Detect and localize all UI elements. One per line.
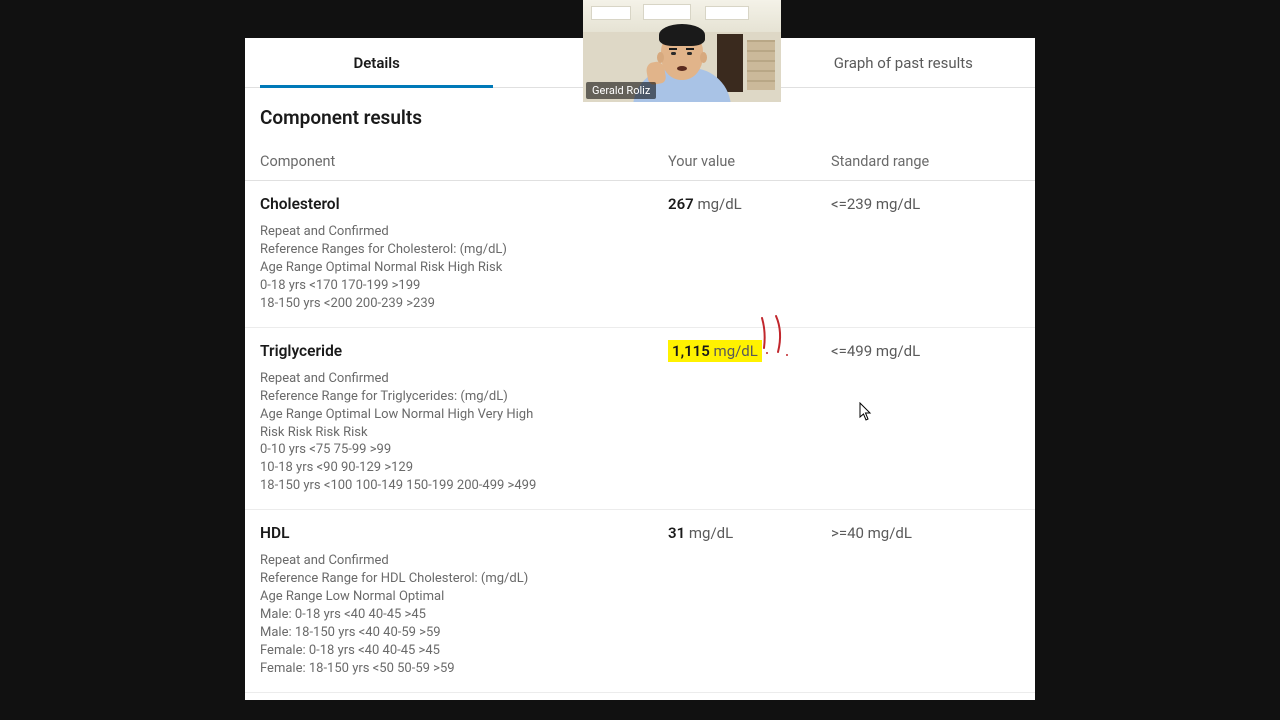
video-person-brow bbox=[686, 48, 694, 50]
note-line: 0-18 yrs <170 170-199 >199 bbox=[260, 277, 1020, 295]
value-number: 31 bbox=[668, 524, 685, 542]
note-line: Risk Risk Risk Risk bbox=[260, 424, 1020, 442]
note-line: Age Range Optimal Low Normal High Very H… bbox=[260, 406, 1020, 424]
note-line: 18-150 yrs <200 200-239 >239 bbox=[260, 295, 1020, 313]
video-bg-shelf bbox=[747, 40, 775, 90]
note-line: Repeat and Confirmed bbox=[260, 223, 1020, 241]
note-line: 10-18 yrs <90 90-129 >129 bbox=[260, 459, 1020, 477]
col-header-value: Your value bbox=[668, 153, 831, 170]
video-person-mouth bbox=[677, 66, 687, 71]
reference-notes: Repeat and ConfirmedReference Range for … bbox=[260, 370, 1020, 496]
component-name: Cholesterol bbox=[260, 195, 668, 213]
note-line: Female: 0-18 yrs <40 40-45 >45 bbox=[260, 642, 1020, 660]
reference-notes: Repeat and ConfirmedReference Range for … bbox=[260, 552, 1020, 678]
note-line: Reference Range for HDL Cholesterol: (mg… bbox=[260, 570, 1020, 588]
standard-range: >=40 mg/dL bbox=[831, 524, 1020, 542]
video-bg-light bbox=[591, 6, 631, 20]
reference-notes: Repeat and ConfirmedReference Ranges for… bbox=[260, 223, 1020, 313]
note-line: Reference Range for Triglycerides: (mg/d… bbox=[260, 388, 1020, 406]
video-person-brow bbox=[669, 48, 677, 50]
your-value: 1,115 mg/dL bbox=[668, 342, 831, 360]
video-thumbnail[interactable]: Gerald Roliz bbox=[583, 0, 781, 102]
video-person-ear bbox=[657, 52, 664, 63]
value-unit: mg/dL bbox=[685, 524, 733, 542]
value-unit: mg/dL bbox=[710, 342, 758, 360]
table-header: Component Your value Standard range bbox=[245, 143, 1035, 181]
standard-range: <=239 mg/dL bbox=[831, 195, 1020, 213]
results-table: Component Your value Standard range Chol… bbox=[245, 143, 1035, 693]
note-line: 0-10 yrs <75 75-99 >99 bbox=[260, 441, 1020, 459]
your-value: 31 mg/dL bbox=[668, 524, 831, 542]
component-name: HDL bbox=[260, 524, 668, 542]
value-number: 1,115 bbox=[672, 342, 710, 360]
video-bg-light bbox=[643, 4, 691, 20]
video-person-ear bbox=[700, 52, 707, 63]
results-panel: Details Graph of past results Component … bbox=[245, 38, 1035, 700]
video-person-hair bbox=[659, 24, 705, 46]
your-value: 267 mg/dL bbox=[668, 195, 831, 213]
table-row: Cholesterol267 mg/dL<=239 mg/dLRepeat an… bbox=[245, 181, 1035, 328]
note-line: Repeat and Confirmed bbox=[260, 370, 1020, 388]
note-line: Female: 18-150 yrs <50 50-59 >59 bbox=[260, 660, 1020, 678]
note-line: 18-150 yrs <100 100-149 150-199 200-499 … bbox=[260, 477, 1020, 495]
table-row: Triglyceride1,115 mg/dL<=499 mg/dLRepeat… bbox=[245, 328, 1035, 511]
standard-range: <=499 mg/dL bbox=[831, 342, 1020, 360]
col-header-range: Standard range bbox=[831, 153, 1020, 170]
note-line: Age Range Low Normal Optimal bbox=[260, 588, 1020, 606]
note-line: Repeat and Confirmed bbox=[260, 552, 1020, 570]
video-person-eye bbox=[687, 52, 692, 55]
tab-details[interactable]: Details bbox=[245, 38, 508, 87]
video-name-label: Gerald Roliz bbox=[586, 82, 656, 99]
col-header-component: Component bbox=[260, 153, 668, 170]
video-bg-light bbox=[705, 6, 749, 20]
table-row: HDL31 mg/dL>=40 mg/dLRepeat and Confirme… bbox=[245, 510, 1035, 693]
note-line: Male: 0-18 yrs <40 40-45 >45 bbox=[260, 606, 1020, 624]
value-number: 267 bbox=[668, 195, 694, 213]
note-line: Male: 18-150 yrs <40 40-59 >59 bbox=[260, 624, 1020, 642]
component-name: Triglyceride bbox=[260, 342, 668, 360]
video-person-eye bbox=[671, 52, 676, 55]
value-unit: mg/dL bbox=[694, 195, 742, 213]
tab-graph-past-results[interactable]: Graph of past results bbox=[772, 38, 1035, 87]
note-line: Reference Ranges for Cholesterol: (mg/dL… bbox=[260, 241, 1020, 259]
note-line: Age Range Optimal Normal Risk High Risk bbox=[260, 259, 1020, 277]
